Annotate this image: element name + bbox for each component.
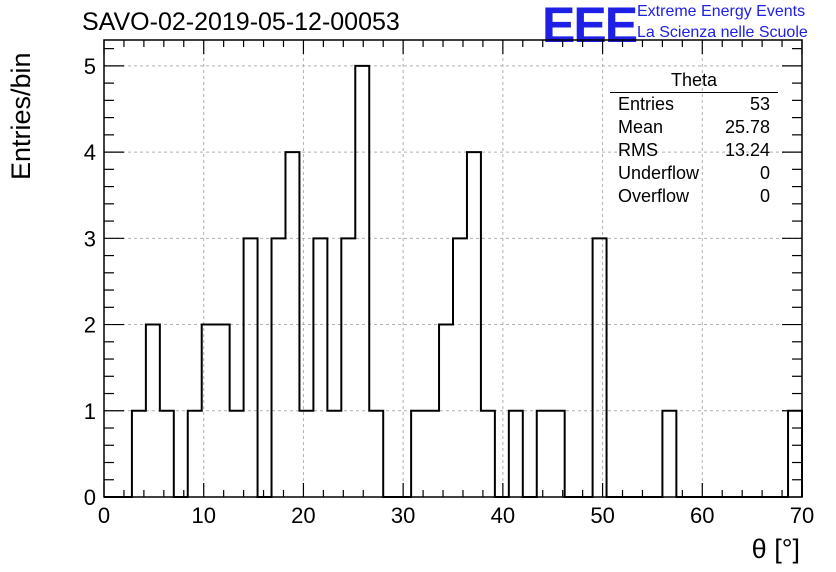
histogram-bar <box>341 238 355 497</box>
histogram-bar <box>355 66 369 497</box>
y-tick-label: 2 <box>84 313 96 338</box>
histogram-bar <box>788 411 802 497</box>
x-tick-label: 20 <box>291 503 315 528</box>
histogram-bar <box>327 411 341 497</box>
histogram-bar <box>411 411 425 497</box>
x-tick-label: 0 <box>98 503 110 528</box>
histogram-bar <box>188 411 202 497</box>
stats-label: Entries <box>618 94 675 114</box>
histogram-bar <box>160 411 174 497</box>
stats-value: 25.78 <box>724 117 770 137</box>
stats-value: 53 <box>749 94 770 114</box>
stats-row-rms: RMS 13.24 <box>610 139 778 162</box>
stats-label: Underflow <box>618 163 700 183</box>
histogram-bar <box>369 411 383 497</box>
x-tick-label: 70 <box>790 503 814 528</box>
stats-label: RMS <box>618 140 658 160</box>
histogram-bar <box>313 238 327 497</box>
histogram-bar <box>425 411 439 497</box>
stats-row-mean: Mean 25.78 <box>610 116 778 139</box>
y-tick-label: 5 <box>84 54 96 79</box>
histogram-bar <box>132 411 146 497</box>
histogram-bar <box>230 411 244 497</box>
stats-value: 0 <box>759 163 770 183</box>
stats-row-underflow: Underflow 0 <box>610 162 778 185</box>
chart-title: SAVO-02-2019-05-12-00053 <box>82 8 400 36</box>
stats-row-entries: Entries 53 <box>610 93 778 116</box>
y-tick-label: 3 <box>84 226 96 251</box>
histogram-bar <box>509 411 523 497</box>
x-tick-label: 30 <box>391 503 415 528</box>
x-tick-label: 40 <box>491 503 515 528</box>
stats-value: 13.24 <box>724 140 770 160</box>
y-tick-label: 1 <box>84 399 96 424</box>
histogram-bar <box>299 411 313 497</box>
histogram-bar <box>593 238 607 497</box>
logo-text-line1: Extreme Energy Events <box>637 3 806 20</box>
x-tick-label: 60 <box>690 503 714 528</box>
y-tick-label: 0 <box>84 485 96 510</box>
logo-text-line2: La Scienza nelle Scuole <box>637 24 808 41</box>
stats-title: Theta <box>610 70 778 93</box>
histogram-bar <box>481 411 495 497</box>
stats-row-overflow: Overflow 0 <box>610 185 778 208</box>
y-tick-label: 4 <box>84 140 96 165</box>
stats-value: 0 <box>759 186 770 206</box>
x-tick-label: 10 <box>191 503 215 528</box>
histogram-bar <box>272 238 286 497</box>
x-axis-label: θ [°] <box>751 534 800 564</box>
histogram-bar <box>244 238 258 497</box>
histogram-bar <box>551 411 565 497</box>
histogram-bar <box>216 325 230 497</box>
x-tick-label: 50 <box>590 503 614 528</box>
stats-box: Theta Entries 53 Mean 25.78 RMS 13.24 Un… <box>610 70 778 208</box>
histogram-bar <box>537 411 551 497</box>
stats-label: Mean <box>618 117 664 137</box>
histogram-bar <box>453 238 467 497</box>
histogram-bar <box>662 411 676 497</box>
stats-label: Overflow <box>618 186 690 206</box>
plot-frame <box>103 39 803 498</box>
